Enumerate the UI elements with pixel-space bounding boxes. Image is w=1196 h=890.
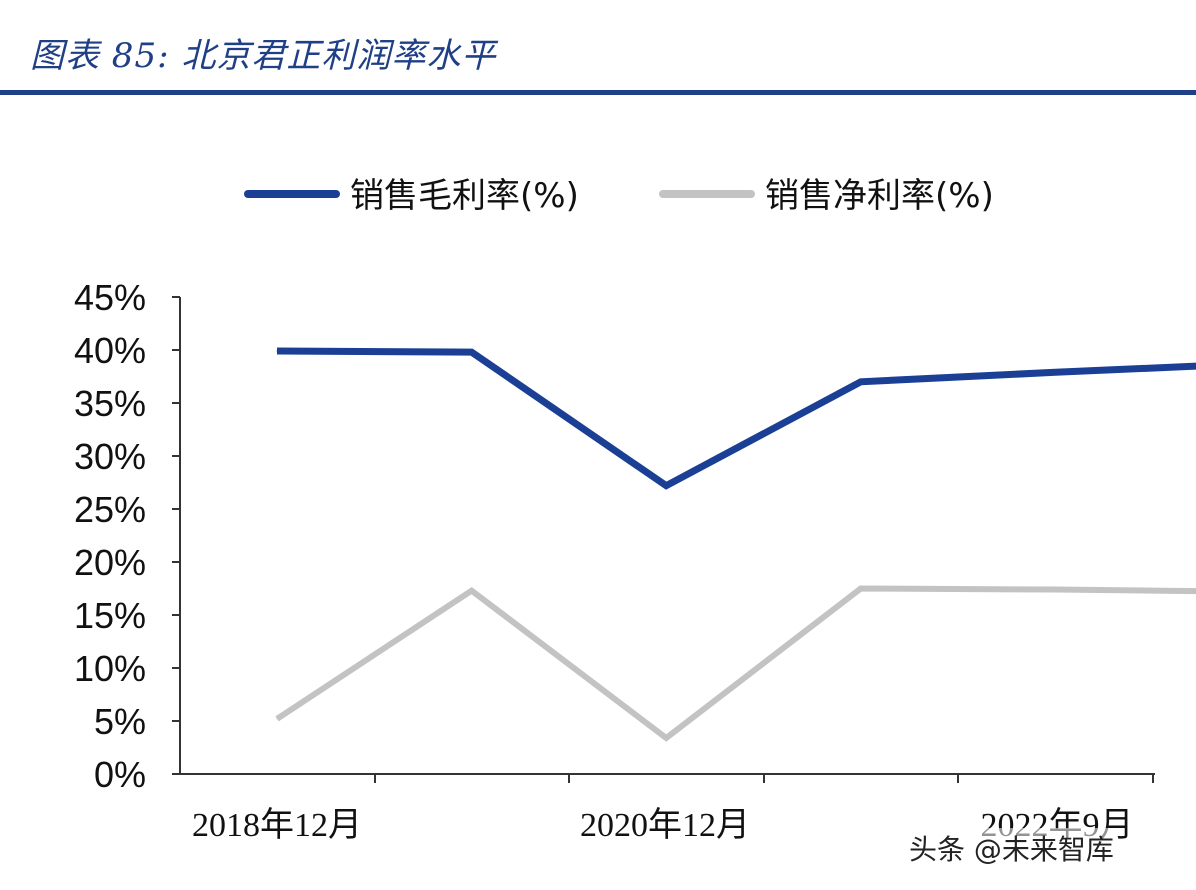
net-margin-point [860, 588, 862, 589]
net-margin-point [471, 590, 473, 592]
y-tick-label: 0% [94, 754, 146, 795]
y-tick-label: 35% [74, 383, 146, 424]
net-margin-legend-label: 销售净利率(%) [765, 176, 994, 216]
y-tick-label: 10% [74, 648, 146, 689]
net-margin-point [1054, 589, 1056, 591]
axes: 0% 5% 10% 15% 20% 25% 30% 35% 40% 45% 2018年12月 2020… [74, 277, 1155, 844]
figure-title: 图表 85: 北京君正利润率水平 [30, 36, 497, 76]
gross-margin-point [860, 381, 862, 383]
x-tick-label: 2020年12月 [580, 806, 750, 844]
y-tick-label: 45% [74, 277, 146, 318]
title-divider [0, 90, 1196, 95]
y-tick-label: 5% [94, 701, 146, 742]
gross-margin-point [1054, 371, 1056, 373]
y-tick-label: 25% [74, 489, 146, 530]
watermark: 头条 @未来智库 [905, 828, 1118, 868]
gross-margin-point [276, 350, 278, 352]
y-tick-label: 30% [74, 436, 146, 477]
gross-margin-line [276, 347, 1196, 490]
legend: 销售毛利率(%) 销售净利率(%) [244, 176, 994, 216]
y-tick-label: 15% [74, 595, 146, 636]
y-tick-label: 40% [74, 330, 146, 371]
y-tick-label: 20% [74, 542, 146, 583]
x-tick-label: 2018年12月 [192, 806, 362, 844]
net-margin-line [275, 585, 1196, 742]
net-margin-point [276, 718, 278, 720]
net-margin-point [665, 737, 667, 739]
series-lines [275, 347, 1196, 742]
gross-margin-point [471, 351, 473, 353]
gross-margin-legend-label: 销售毛利率(%) [350, 176, 579, 216]
gross-margin-point [665, 485, 667, 487]
